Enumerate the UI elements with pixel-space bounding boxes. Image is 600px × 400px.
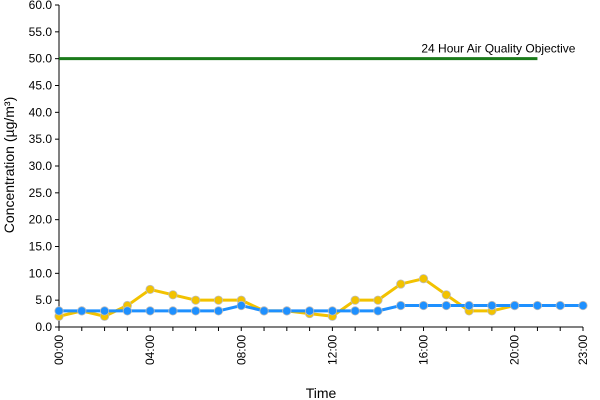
data-point (54, 306, 64, 316)
data-point (191, 306, 201, 316)
data-point (350, 306, 360, 316)
y-axis-title: Concentration (µg/m³) (1, 97, 17, 233)
data-point (396, 300, 406, 311)
objective-label: 24 Hour Air Quality Objective (421, 42, 575, 56)
y-tick-label: 50.0 (29, 52, 53, 66)
x-tick-label: 16:00 (417, 335, 431, 365)
data-point (236, 300, 246, 311)
data-point (418, 274, 429, 284)
y-tick-label: 30.0 (29, 159, 53, 173)
x-tick-label: 00:00 (52, 335, 66, 365)
series-lines (54, 274, 588, 321)
data-point (373, 306, 383, 316)
series-2 (54, 300, 588, 316)
data-point (282, 306, 292, 316)
data-point (191, 295, 201, 305)
data-point (578, 300, 588, 311)
y-tick-label: 0.0 (35, 320, 52, 334)
data-point (441, 300, 451, 311)
data-point (373, 295, 383, 305)
data-point (487, 300, 497, 311)
data-point (327, 306, 337, 316)
data-point (510, 300, 520, 311)
x-axis-title: Time (306, 385, 337, 400)
y-tick-label: 25.0 (29, 186, 53, 200)
y-tick-label: 40.0 (29, 105, 53, 119)
x-tick-label: 04:00 (143, 335, 157, 365)
x-tick-label: 23:00 (576, 335, 590, 365)
data-point (464, 300, 474, 311)
data-point (99, 306, 110, 316)
data-point (122, 306, 132, 316)
data-point (532, 300, 543, 311)
y-tick-label: 10.0 (29, 266, 53, 280)
data-point (168, 290, 178, 300)
data-point (350, 295, 360, 305)
data-point (555, 300, 565, 311)
data-point (396, 279, 406, 289)
y-tick-label: 35.0 (29, 132, 53, 146)
data-point (77, 306, 87, 316)
y-tick-label: 15.0 (29, 240, 53, 254)
data-point (168, 306, 178, 316)
data-point (259, 306, 269, 316)
y-tick-label: 20.0 (29, 213, 53, 227)
data-point (145, 306, 155, 316)
y-tick-label: 5.0 (35, 293, 52, 307)
data-point (441, 290, 451, 300)
data-point (418, 300, 429, 311)
y-tick-label: 45.0 (29, 79, 53, 93)
data-point (213, 306, 224, 316)
y-axis-ticks: 0.0 5.0 10.0 15.0 20.0 25.0 30.0 35.0 40.0 45.0 50… (29, 0, 59, 334)
data-point (145, 284, 155, 295)
y-tick-label: 60.0 (29, 0, 53, 12)
x-axis-ticks: 00:00 04:00 08:00 12:00 16:00 20:00 23:00 (52, 327, 590, 365)
data-point (305, 306, 315, 316)
y-tick-label: 55.0 (29, 25, 53, 39)
x-tick-label: 08:00 (234, 335, 248, 365)
x-tick-label: 20:00 (508, 335, 522, 365)
x-tick-label: 12:00 (325, 335, 339, 365)
air-quality-objective-line: 24 Hour Air Quality Objective (59, 42, 576, 61)
data-point (213, 295, 224, 305)
